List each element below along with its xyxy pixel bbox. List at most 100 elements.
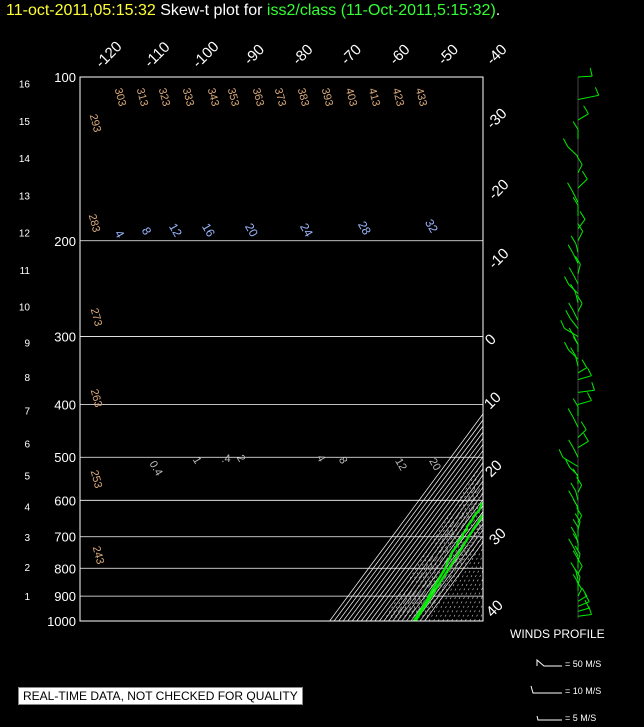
wind-barb-shaft [577,264,581,274]
isotherm--100 [356,449,483,621]
mixing-ratio-0.4 [389,490,483,621]
mixing-ratio-label-32: 32 [422,217,441,236]
wind-barb [577,606,593,617]
wind-barb-flag [572,533,579,542]
height-tick-4: 4 [24,503,30,514]
wind-barb-shaft [577,94,599,101]
wind-barb-shaft [577,231,584,241]
wind-barb-flag [570,482,577,492]
wind-barb-shaft [577,607,590,612]
pressure-tick-900: 900 [54,589,76,604]
isotherm-top-label--80: -80 [289,41,316,68]
wind-barb-shaft [577,367,588,374]
height-tick-12: 12 [19,229,31,240]
isotherm--60 [374,474,483,621]
dry-adiabat-label-313: 313 [134,87,150,108]
mixing-ratio-20 [412,522,483,621]
wind-barb [577,223,584,241]
wind-barb [558,449,579,467]
dry-adiabat-label-393: 393 [319,87,335,108]
isotherm-top-label--100: -100 [189,38,222,71]
wind-barb-shaft [577,515,583,524]
wind-barb-flag [568,490,574,499]
pressure-tick-800: 800 [54,561,76,576]
wind-barb [577,382,596,393]
wind-barb [567,408,579,428]
isotherm--160 [329,413,483,621]
dry-adiabat-label-333: 333 [180,87,196,108]
mixing-ratio-label-20: 20 [242,221,261,240]
wind-barb [576,295,583,312]
wind-barb-shaft [575,243,579,253]
isotherm-right-label-20: 20 [482,457,506,481]
isotherm-0 [401,511,483,621]
isotherm-right-label--30: -30 [483,105,510,132]
moist-adiabat--20 [392,474,483,621]
isotherm-right-label-40: 40 [483,597,507,621]
isotherm-top-label--110: -110 [141,39,173,71]
isotherm--80 [365,462,483,621]
isotherm--120 [347,437,483,621]
isotherm--90 [360,456,483,621]
wind-barb-shaft [577,484,583,493]
wind-barb [572,121,579,139]
mixing-ratio-32 [416,526,483,621]
height-tick-13: 13 [19,191,31,202]
dry-adiabat-label-433: 433 [413,87,429,108]
pressure-tick-200: 200 [54,234,76,249]
isotherm-top-label--60: -60 [386,41,413,68]
wind-barb-flag [568,439,574,449]
pressure-tick-400: 400 [54,398,76,413]
wind-barb-shaft [562,456,579,467]
dry-adiabat-303 [415,505,483,621]
wind-barb-shaft [577,601,590,607]
wind-barb-flag [581,359,588,368]
wind-barb [577,433,589,449]
moist-adiabat-label: .4 [221,453,230,465]
height-tick-11: 11 [20,266,31,277]
wind-barb-flag [572,550,579,560]
wind-barb-shaft [577,113,589,121]
wind-barb-shaft [577,178,588,189]
wind-barb [577,421,587,438]
wind-barb-flag [570,526,577,536]
mixing-ratio-label-28: 28 [355,219,374,238]
moist-adiabat--10 [397,482,483,621]
isotherm--130 [342,431,483,621]
isotherm-top-label--120: -120 [92,38,125,71]
wind-barb [567,182,579,203]
isotherm-top-label--40: -40 [483,41,510,68]
isotherm-right-label--20: -20 [485,176,512,203]
wind-barb [570,235,579,253]
pressure-tick-300: 300 [54,330,76,345]
wind-barb-flag [589,68,593,77]
height-tick-15: 15 [19,117,31,128]
height-tick-1: 1 [24,592,30,603]
wind-barb-flag [577,223,584,232]
dry-adiabat-label-363: 363 [250,87,266,108]
mixing-ratio-28 [415,525,483,621]
wind-barb-flag [572,518,579,528]
wind-barb-shaft [577,595,588,602]
wind-barb [576,476,583,493]
wind-barb-shaft [575,490,579,501]
wind-barb-flag [570,347,576,356]
wind-barb-flag [588,606,593,615]
winds-profile-label: WINDS PROFILE [510,627,605,641]
height-tick-9: 9 [24,338,30,349]
title-dataset: iss2/class (11-Oct-2011,5:15:32) [266,2,496,19]
wind-barb-shaft [577,588,583,597]
wind-barb-flag [574,568,581,578]
wind-barb [577,392,592,406]
wind-barb-shaft [577,75,593,78]
wind-barb-shaft [577,375,592,381]
wind-barb-flag [576,476,583,486]
moist-adiabat-10 [406,502,483,621]
dry-adiabat-label-413: 413 [366,87,382,108]
plot-frame [79,76,484,622]
mixing-ratio-2 [397,502,483,621]
mixing-ratio-8 [406,513,483,621]
chart-title: 11-oct-2011,05:15:32 Skew-t plot for iss… [6,2,500,20]
dry-adiabat-label-303: 303 [112,87,128,108]
